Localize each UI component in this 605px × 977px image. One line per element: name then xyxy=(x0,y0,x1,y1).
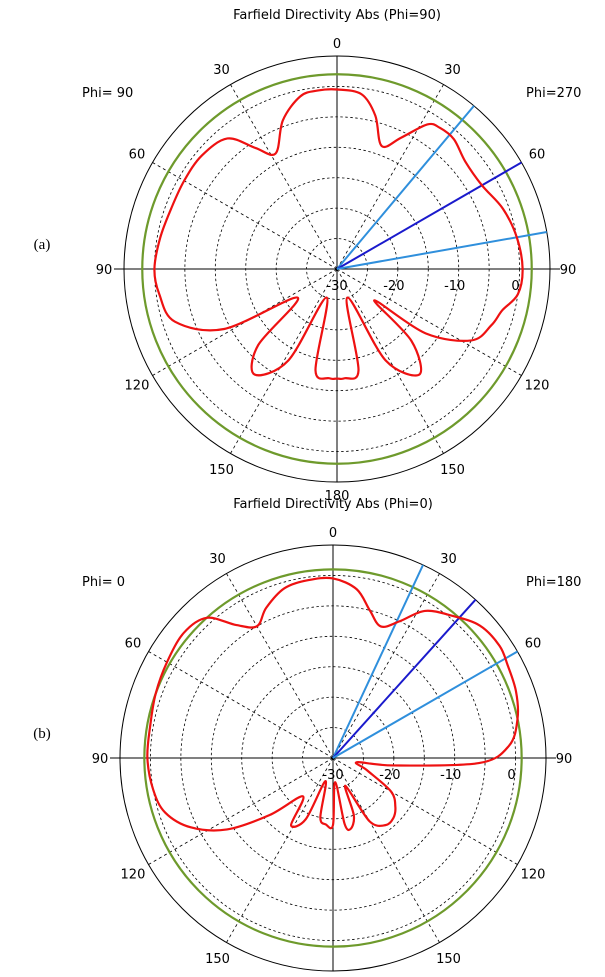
angle-tick-label: 180 xyxy=(325,489,350,504)
grid-spoke xyxy=(148,651,334,759)
highlight-line-2 xyxy=(336,161,522,270)
angle-tick-label: 120 xyxy=(521,868,546,883)
angle-tick-label: 60 xyxy=(129,148,146,163)
angle-tick-label: 90 xyxy=(92,752,109,767)
angle-tick-label: 60 xyxy=(529,148,546,163)
highlight-line-3 xyxy=(332,650,518,759)
phi-right-label: Phi=180 xyxy=(526,575,581,590)
grid-spoke xyxy=(148,757,334,865)
reference-circle xyxy=(143,568,523,948)
angle-tick-label: 0 xyxy=(333,37,341,52)
radial-tick-label: -10 xyxy=(444,279,465,294)
angle-tick-label: 150 xyxy=(436,952,461,967)
angle-tick-label: 120 xyxy=(525,379,550,394)
phi-left-label: Phi= 90 xyxy=(82,86,133,101)
angle-tick-label: 90 xyxy=(560,263,577,278)
panel-label: (b) xyxy=(33,726,51,742)
radial-tick-label: -30 xyxy=(326,279,347,294)
angle-tick-label: 120 xyxy=(125,379,150,394)
angle-tick-label: 0 xyxy=(329,526,337,541)
angle-tick-label: 150 xyxy=(440,463,465,478)
chart-title: Farfield Directivity Abs (Phi=90) xyxy=(233,8,441,23)
angle-tick-label: 90 xyxy=(556,752,573,767)
angle-tick-label: 30 xyxy=(209,552,226,567)
polar-chart-1: Farfield Directivity Abs (Phi=90) 0 30 60 90… xyxy=(34,8,582,504)
grid-spoke xyxy=(226,573,334,759)
radial-tick-label: -10 xyxy=(440,768,461,783)
chart-title: Farfield Directivity Abs (Phi=0) xyxy=(233,497,433,512)
reference-circle xyxy=(141,73,533,465)
panel-label: (a) xyxy=(34,237,51,253)
angle-tick-label: 30 xyxy=(444,63,461,78)
radial-tick-label: 0 xyxy=(507,768,515,783)
grid-spoke xyxy=(332,757,518,865)
radial-tick-label: -20 xyxy=(379,768,400,783)
grid-spoke xyxy=(336,84,444,270)
grid-spoke xyxy=(332,573,440,759)
angle-tick-label: 150 xyxy=(205,952,230,967)
highlight-line-1 xyxy=(332,564,424,759)
grid-spoke xyxy=(226,757,334,943)
phi-right-label: Phi=270 xyxy=(526,86,581,101)
highlight-line-3 xyxy=(336,231,547,270)
radial-tick-label: 0 xyxy=(511,279,519,294)
pattern-curve xyxy=(146,576,520,832)
angle-tick-label: 60 xyxy=(525,637,542,652)
grid-spoke xyxy=(152,162,338,270)
grid-spoke xyxy=(230,84,338,270)
angle-tick-label: 30 xyxy=(213,63,230,78)
angle-tick-label: 90 xyxy=(96,263,113,278)
angle-tick-label: 30 xyxy=(440,552,457,567)
highlight-line-1 xyxy=(336,105,475,270)
angle-tick-label: 120 xyxy=(121,868,146,883)
radial-tick-label: -20 xyxy=(383,279,404,294)
polar-chart-2: Farfield Directivity Abs (Phi=0) 0 30 60 90 1… xyxy=(33,497,581,972)
angle-tick-label: 150 xyxy=(209,463,234,478)
phi-left-label: Phi= 0 xyxy=(82,575,125,590)
grid-spoke xyxy=(336,268,444,454)
angle-tick-label: 60 xyxy=(125,637,142,652)
radial-tick-label: -30 xyxy=(322,768,343,783)
grid-spoke xyxy=(230,268,338,454)
pattern-curve xyxy=(153,88,524,381)
highlight-line-2 xyxy=(332,599,477,759)
